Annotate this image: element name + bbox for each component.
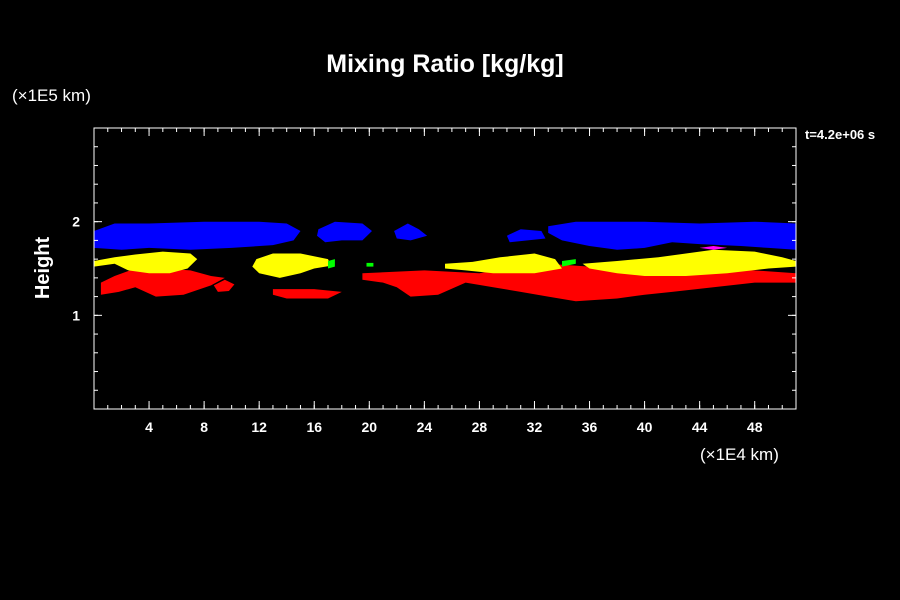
y-tick-label: 2 <box>72 214 80 230</box>
region-green-14 <box>366 262 374 267</box>
region-red-6 <box>213 279 235 292</box>
region-blue-4 <box>548 221 796 250</box>
time-label: t=4.2e+06 s <box>805 127 875 142</box>
region-yellow-11 <box>445 253 562 274</box>
region-blue-2 <box>394 223 428 241</box>
region-yellow-10 <box>252 253 331 278</box>
mixing-ratio-regions <box>94 221 796 302</box>
region-red-7 <box>272 289 342 299</box>
x-tick-label: 24 <box>417 419 433 435</box>
region-green-13 <box>328 259 335 269</box>
chart-title: Mixing Ratio [kg/kg] <box>326 50 564 78</box>
x-tick-label: 20 <box>362 419 378 435</box>
x-tick-label: 48 <box>747 419 763 435</box>
y-unit-label: (×1E5 km) <box>12 86 91 105</box>
x-tick-label: 12 <box>251 419 267 435</box>
x-unit-label: (×1E4 km) <box>700 445 779 464</box>
region-magenta-16 <box>699 246 728 250</box>
x-tick-label: 36 <box>582 419 598 435</box>
x-tick-label: 28 <box>472 419 488 435</box>
region-green-15 <box>562 259 576 267</box>
x-tick-label: 8 <box>200 419 208 435</box>
y-axis-label: Height <box>32 237 54 300</box>
region-blue-1 <box>317 221 372 243</box>
x-tick-label: 44 <box>692 419 708 435</box>
x-tick-label: 16 <box>306 419 322 435</box>
y-tick-label: 1 <box>72 307 80 323</box>
region-red-5 <box>100 268 225 297</box>
plot-frame <box>93 127 797 410</box>
x-tick-label: 4 <box>145 419 153 435</box>
region-yellow-12 <box>582 249 796 276</box>
x-tick-label: 40 <box>637 419 653 435</box>
region-yellow-9 <box>94 251 198 274</box>
region-blue-3 <box>506 229 546 243</box>
x-tick-label: 32 <box>527 419 543 435</box>
region-blue-0 <box>94 221 301 250</box>
